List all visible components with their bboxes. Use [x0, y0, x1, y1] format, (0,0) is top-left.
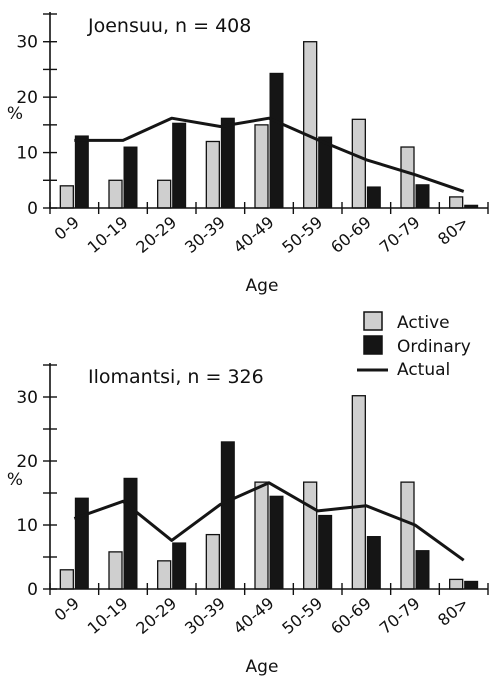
x-tick-label: 0-9 [51, 213, 83, 244]
bar-ordinary [220, 117, 235, 209]
legend-label-active: Active [397, 313, 450, 333]
y-axis-title: % [7, 104, 23, 124]
chart-joensuu: 0 10 20 30 0-9 10-19 20-29 30-39 40-49 50-59 60-69… [7, 12, 489, 296]
bar-active [108, 551, 123, 590]
line-actual [74, 116, 465, 193]
x-tick-label: 70-79 [376, 213, 424, 257]
bar-active [351, 395, 366, 590]
bar-ordinary [172, 122, 187, 209]
x-tick-label: 50-59 [278, 594, 326, 638]
bar-ordinary [123, 477, 138, 590]
bar-ordinary [269, 495, 284, 590]
bar-ordinary [220, 441, 235, 590]
chart-title: Ilomantsi, n = 326 [88, 366, 264, 388]
y-tick-label: 30 [16, 33, 38, 53]
legend-label-ordinary: Ordinary [397, 337, 471, 357]
bar-ordinary [415, 550, 430, 590]
x-tick-label: 70-79 [376, 594, 424, 638]
bar-active [449, 578, 464, 590]
bar-active [400, 481, 415, 590]
bar-ordinary [74, 135, 89, 209]
x-tick-label: 30-39 [181, 594, 229, 638]
x-tick-label: 80> [434, 213, 472, 249]
bar-active [254, 124, 269, 209]
bar-ordinary [415, 184, 430, 209]
legend: Active Ordinary Actual [357, 311, 471, 380]
bar-ordinary [269, 72, 284, 209]
y-tick-label: 20 [16, 88, 38, 108]
x-tick-label: 40-49 [230, 594, 278, 638]
bar-ordinary [464, 580, 479, 590]
bar-active [205, 533, 220, 590]
x-tick-label: 60-69 [327, 213, 375, 257]
bar-active [351, 118, 366, 209]
bar-ordinary [366, 186, 381, 209]
y-tick-label: 10 [16, 144, 38, 164]
x-tick-label: 10-19 [84, 594, 132, 638]
chart-title: Joensuu, n = 408 [87, 15, 251, 37]
legend-label-actual: Actual [397, 360, 450, 380]
x-tick-label: 50-59 [278, 213, 326, 257]
bar-active [157, 179, 172, 209]
bar-ordinary [74, 497, 89, 590]
x-axis-title: Age [246, 276, 279, 296]
x-tick-label: 30-39 [181, 213, 229, 257]
chart-ilomantsi: 0 10 20 30 0-9 10-19 20-29 30-39 40-49 50-59 60-69… [7, 363, 489, 677]
bar-active [303, 41, 318, 209]
bar-ordinary [366, 536, 381, 590]
y-tick-label: 20 [16, 452, 38, 472]
bar-active [59, 569, 74, 590]
bar-active [254, 481, 269, 590]
x-tick-label: 10-19 [84, 213, 132, 257]
x-tick-label: 40-49 [230, 213, 278, 257]
bar-active [205, 140, 220, 209]
y-tick-label: 10 [16, 516, 38, 536]
y-tick-label: 30 [16, 388, 38, 408]
bar-active [303, 481, 318, 590]
x-axis-title: Age [246, 657, 279, 677]
x-tick-label: 60-69 [327, 594, 375, 638]
bar-ordinary [123, 146, 138, 209]
line-actual [73, 481, 465, 562]
x-tick-label: 20-29 [132, 594, 180, 638]
bar-ordinary [318, 514, 333, 590]
bar-active [59, 185, 74, 209]
bar-active [108, 179, 123, 209]
bar-active [449, 196, 464, 209]
x-tick-label: 0-9 [51, 594, 83, 625]
x-tick-label: 80> [434, 594, 472, 630]
bar-active [157, 560, 172, 590]
bar-ordinary [172, 542, 187, 590]
bar-active [400, 146, 415, 209]
y-tick-label: 0 [27, 580, 38, 600]
y-axis-title: % [7, 470, 23, 490]
bar-ordinary [318, 136, 333, 209]
x-tick-label: 20-29 [132, 213, 180, 257]
legend-swatch-active [363, 311, 383, 331]
y-tick-label: 0 [27, 199, 38, 219]
legend-swatch-ordinary [363, 335, 383, 355]
